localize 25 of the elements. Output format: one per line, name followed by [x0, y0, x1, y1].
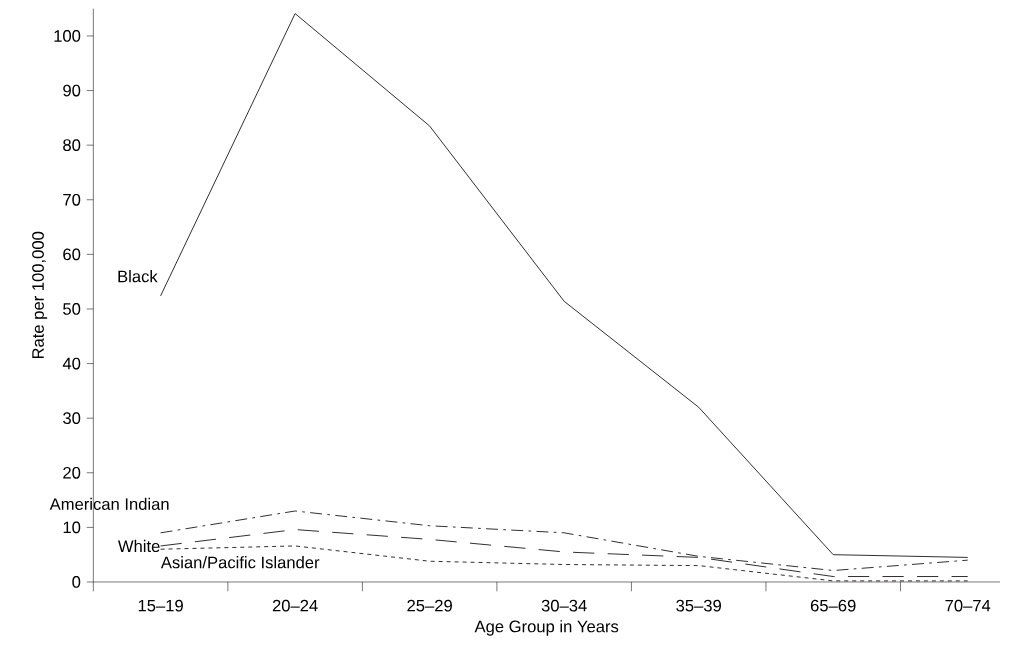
y-tick-label: 60: [63, 248, 81, 261]
x-tick-label: 65–69: [810, 599, 856, 612]
y-axis-title: Rate per 100,000: [32, 231, 48, 359]
x-tick-label: 20–24: [272, 599, 318, 612]
y-tick-label: 0: [72, 576, 81, 588]
y-tick-label: 20: [63, 466, 81, 479]
y-tick-label: 30: [63, 412, 81, 425]
line-series: [160, 545, 969, 582]
y-tick-label: 40: [62, 357, 81, 370]
series-label: Black: [118, 270, 158, 283]
series-label: American Indian: [49, 497, 169, 510]
x-tick-label: 30–34: [541, 599, 587, 612]
x-tick-label: 25–29: [407, 599, 452, 612]
series-label: White: [117, 539, 160, 553]
y-tick-label: 50: [63, 303, 81, 315]
y-tick-label: 80: [63, 139, 81, 152]
series-label: Asian/Pacific Islander: [160, 556, 320, 569]
x-tick-label: 15–19: [138, 599, 183, 612]
x-axis-title: Age Group in Years: [474, 620, 619, 636]
y-tick-label: 70: [63, 193, 81, 206]
x-tick-label: 70–74: [945, 599, 991, 612]
y-tick-label: 100: [54, 30, 81, 42]
y-tick-label: 10: [63, 521, 81, 534]
x-tick-label: 35–39: [676, 599, 721, 612]
y-tick-label: 90: [63, 84, 81, 97]
